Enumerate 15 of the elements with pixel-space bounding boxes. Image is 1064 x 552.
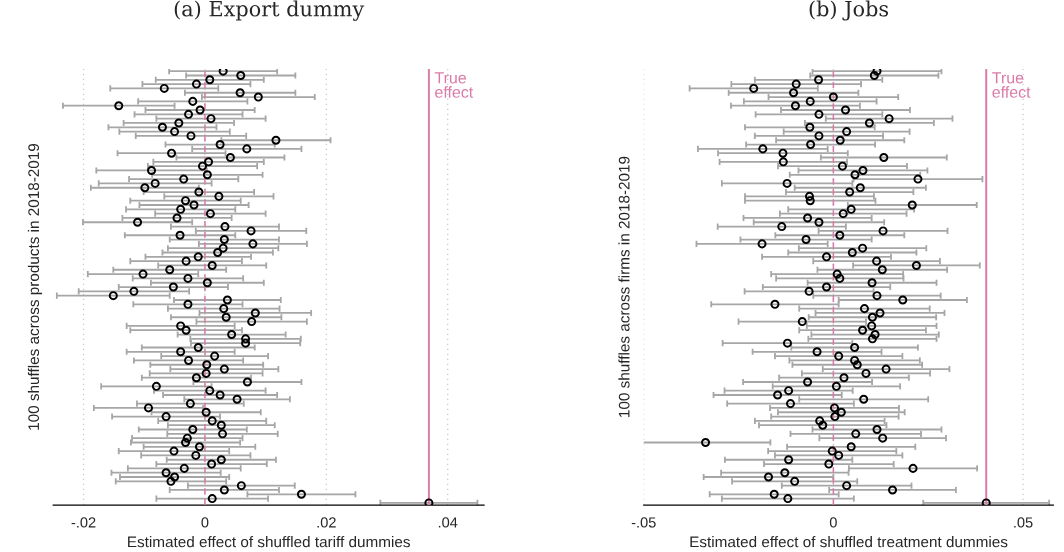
x-tick-label: .04 (438, 517, 458, 528)
y-axis-title: 100 shuffles across firms in 2018-2019 (618, 156, 630, 417)
x-tick-label: .02 (317, 517, 336, 528)
ref-line-label: True effect (992, 72, 1031, 98)
x-tick-label: .05 (1014, 517, 1033, 528)
x-tick-label: -.02 (71, 517, 96, 528)
x-axis-title: Estimated effect of shuffled tariff dummies (128, 536, 410, 548)
ref-line-label: True effect (434, 72, 474, 98)
x-tick-label: 0 (201, 517, 209, 528)
x-axis-title: Estimated effect of shuffled treatment dummies (690, 536, 1008, 548)
x-tick-label: 0 (829, 517, 837, 528)
y-axis-title: 100 shuffles across products in 2018-2019 (27, 143, 43, 430)
chart-title: (b) Jobs (809, 0, 889, 21)
x-tick-label: -.05 (631, 517, 656, 528)
chart-title: (a) Export dummy (174, 0, 365, 21)
